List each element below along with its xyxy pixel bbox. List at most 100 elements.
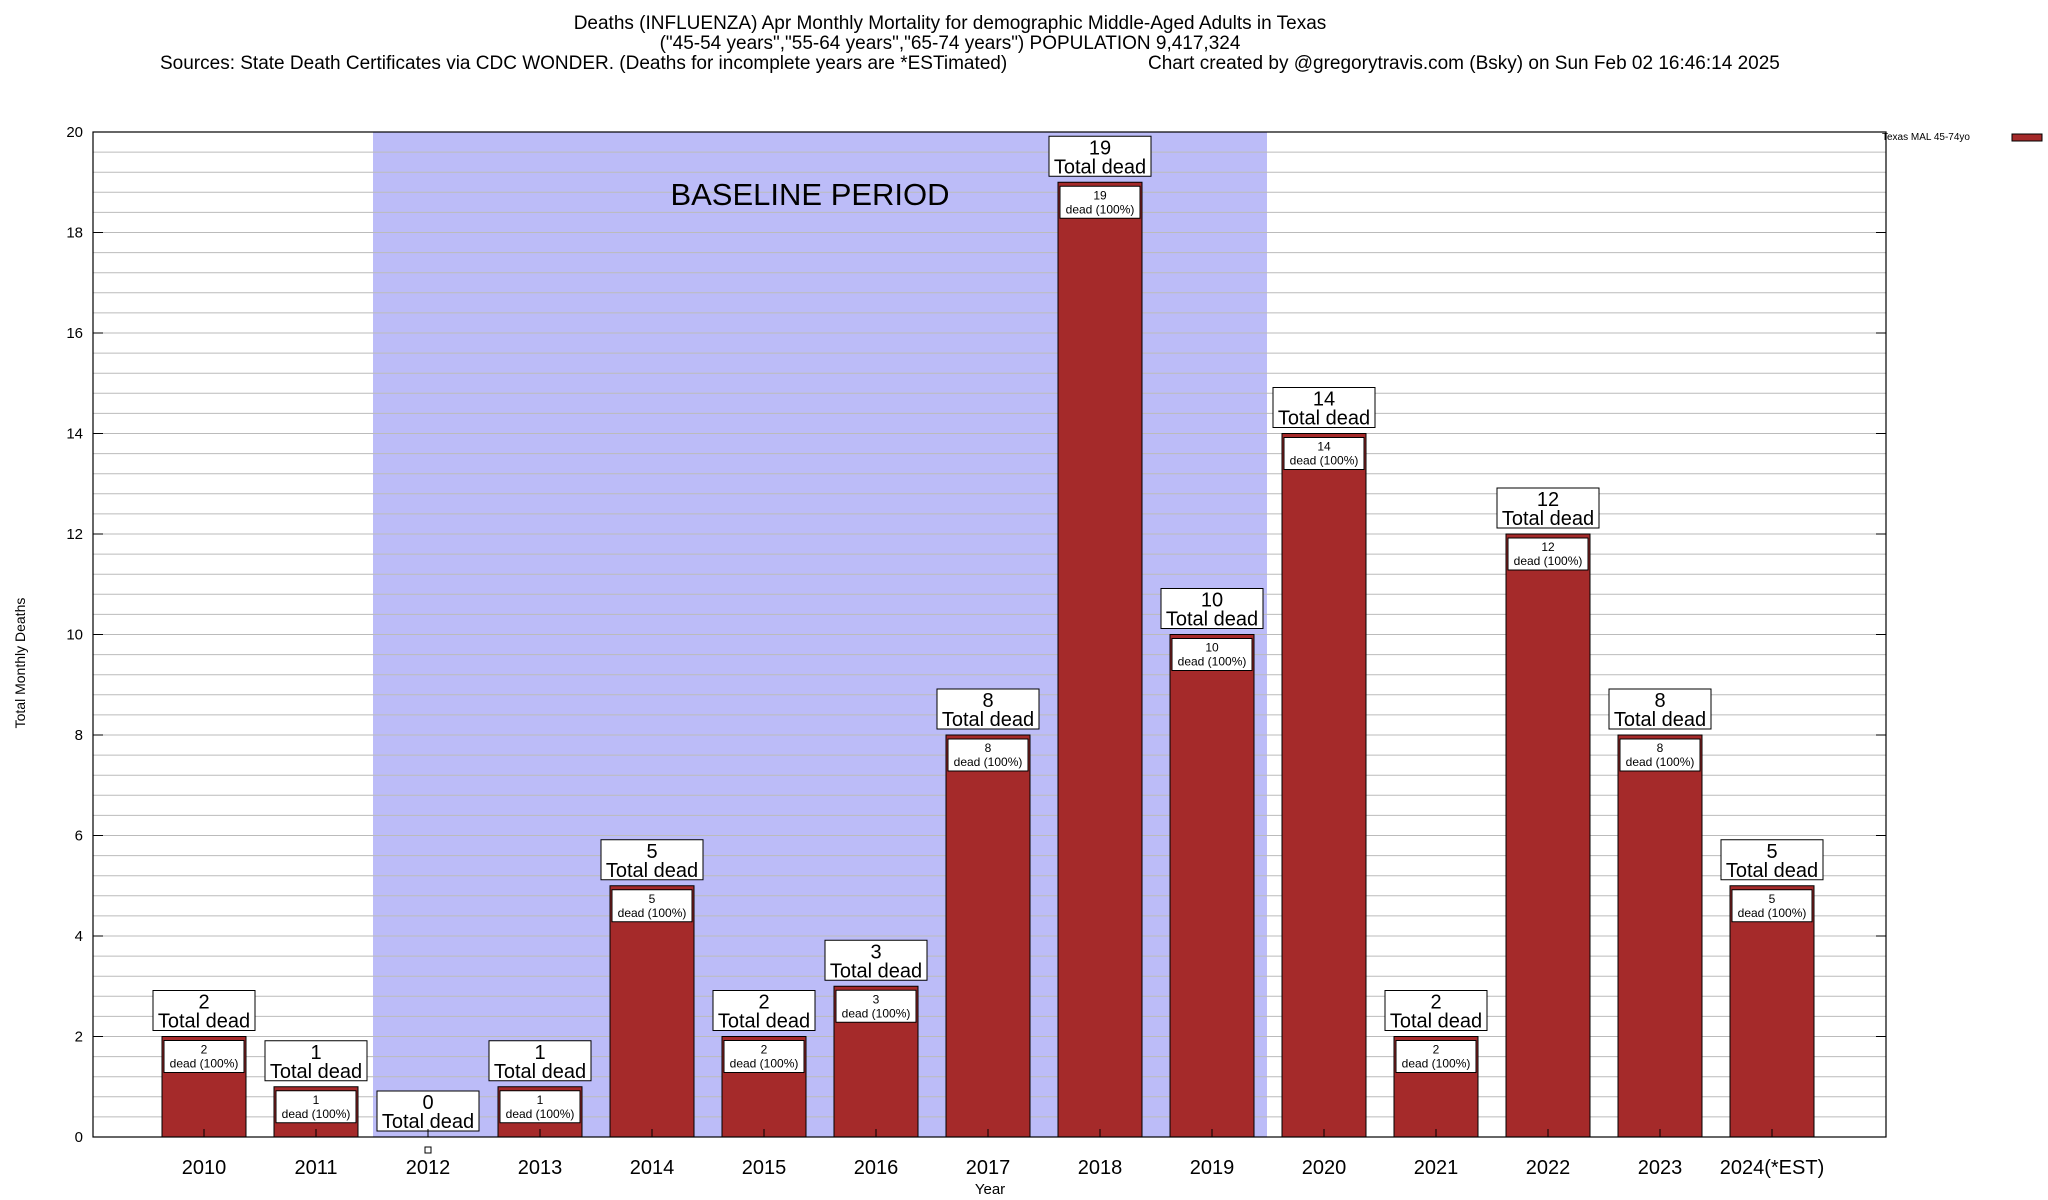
bar-total-label-box	[264, 1040, 368, 1082]
bar-inner-value: 2	[201, 1043, 208, 1057]
bar-inner-label-box	[611, 889, 693, 923]
bar-total-label-box	[376, 1090, 480, 1132]
x-tick-label: 2015	[742, 1157, 787, 1179]
bar-total-value: 5	[646, 841, 657, 863]
bar-total-value: 2	[198, 992, 209, 1014]
x-tick-label: 2022	[1526, 1157, 1571, 1179]
y-tick-label: 18	[66, 225, 83, 242]
x-tick-label: 2017	[966, 1157, 1011, 1179]
bar-total-label-box	[152, 990, 256, 1031]
bar-inner-label-box	[1731, 889, 1813, 923]
bar-inner-label: dead (100%)	[1738, 906, 1807, 920]
bar-total-label: Total dead	[1502, 508, 1594, 530]
bar-total-label-box	[1720, 839, 1824, 881]
x-tick-label: 2016	[854, 1157, 899, 1179]
bar-total-value: 0	[422, 1092, 433, 1114]
bar-inner-label: dead (100%)	[730, 1057, 799, 1071]
bar-total-label: Total dead	[1166, 609, 1258, 631]
bar-inner-label-box	[1507, 537, 1589, 571]
bar	[1057, 181, 1143, 1138]
plot-frame	[92, 131, 1887, 1138]
bar	[609, 885, 695, 1138]
bar-inner-value: 2	[1433, 1043, 1440, 1057]
bar-total-value: 12	[1537, 489, 1559, 511]
chart-credit: Chart created by @gregorytravis.com (Bsk…	[1148, 53, 1780, 74]
y-tick-label: 16	[66, 325, 83, 342]
bar-total-label: Total dead	[1278, 408, 1370, 430]
bar-inner-label: dead (100%)	[1178, 655, 1247, 669]
bar-inner-value: 10	[1205, 641, 1219, 655]
bar-total-label: Total dead	[1614, 709, 1706, 731]
bar-total-label: Total dead	[158, 1011, 250, 1033]
bar-inner-value: 1	[537, 1093, 544, 1107]
x-tick-label: 2013	[518, 1157, 563, 1179]
x-tick-label: 2023	[1638, 1157, 1683, 1179]
bar-total-label: Total dead	[494, 1061, 586, 1083]
bar-total-value: 1	[310, 1042, 321, 1064]
bar-inner-label-box	[723, 1040, 805, 1073]
bar-inner-label: dead (100%)	[618, 906, 687, 920]
bar-inner-value: 5	[649, 892, 656, 906]
x-tick-label: 2011	[294, 1157, 337, 1179]
bar	[1617, 734, 1703, 1138]
y-tick-label: 6	[75, 828, 83, 845]
y-tick-label: 8	[75, 727, 83, 744]
bar-total-label-box	[1160, 588, 1264, 629]
bar-total-value: 2	[1430, 992, 1441, 1014]
bar-total-label: Total dead	[1726, 860, 1818, 882]
bar	[945, 734, 1031, 1138]
bar-inner-label-box	[835, 989, 917, 1023]
zero-marker	[424, 1146, 432, 1154]
x-tick-label: 2018	[1078, 1157, 1123, 1179]
legend-label: Texas MAL 45-74yo	[1882, 132, 1970, 143]
x-tick-label: 2024(*EST)	[1720, 1157, 1825, 1179]
bar-total-value: 3	[870, 941, 881, 963]
y-tick-label: 20	[66, 124, 83, 141]
bar-total-label-box	[1384, 990, 1488, 1031]
baseline-label: BASELINE PERIOD	[670, 177, 949, 212]
bar-total-value: 14	[1313, 389, 1335, 411]
bar-inner-value: 12	[1541, 540, 1555, 554]
bar-inner-label: dead (100%)	[1290, 454, 1359, 468]
bar-inner-value: 2	[761, 1043, 768, 1057]
x-tick-label: 2019	[1190, 1157, 1235, 1179]
bar-total-label-box	[1048, 135, 1152, 177]
bar-total-label-box	[1608, 688, 1712, 730]
bar-total-value: 19	[1089, 137, 1111, 159]
bar-total-label-box	[936, 688, 1040, 730]
bar	[1729, 885, 1815, 1138]
bar-total-value: 1	[534, 1042, 545, 1064]
bar-inner-value: 19	[1093, 188, 1107, 202]
bar-inner-label-box	[1171, 638, 1253, 671]
bar-total-label-box	[600, 839, 704, 881]
bar-inner-label: dead (100%)	[282, 1107, 351, 1121]
bar	[1169, 634, 1255, 1138]
bar-total-label-box	[824, 939, 928, 981]
y-tick-label: 10	[66, 627, 83, 644]
bar-inner-label: dead (100%)	[506, 1107, 575, 1121]
bar-total-label-box	[1272, 387, 1376, 428]
x-axis-label: Year	[974, 1181, 1006, 1198]
bar-total-value: 8	[1654, 690, 1665, 712]
bar-total-label-box	[1496, 487, 1600, 529]
bar-total-value: 8	[982, 690, 993, 712]
y-tick-label: 0	[75, 1129, 83, 1146]
bar-inner-label-box	[499, 1090, 581, 1124]
x-tick-label: 2014	[630, 1157, 675, 1179]
bar-inner-label-box	[163, 1040, 245, 1073]
bar-total-label: Total dead	[606, 860, 698, 882]
bar-inner-label-box	[275, 1090, 357, 1124]
bar-inner-label-box	[1619, 738, 1701, 772]
bar-inner-value: 3	[873, 992, 880, 1006]
bar-total-label: Total dead	[942, 709, 1034, 731]
chart-subtitle: ("45-54 years","55-64 years","65-74 year…	[659, 33, 1241, 54]
bar	[1281, 433, 1367, 1138]
bar-inner-label-box	[947, 738, 1029, 772]
x-tick-label: 2010	[182, 1157, 227, 1179]
bar-inner-label-box	[1395, 1040, 1477, 1073]
bar-total-label: Total dead	[1054, 156, 1146, 178]
bar-total-value: 10	[1201, 590, 1223, 612]
bar-total-label-box	[488, 1040, 592, 1082]
bar-total-value: 5	[1766, 841, 1777, 863]
